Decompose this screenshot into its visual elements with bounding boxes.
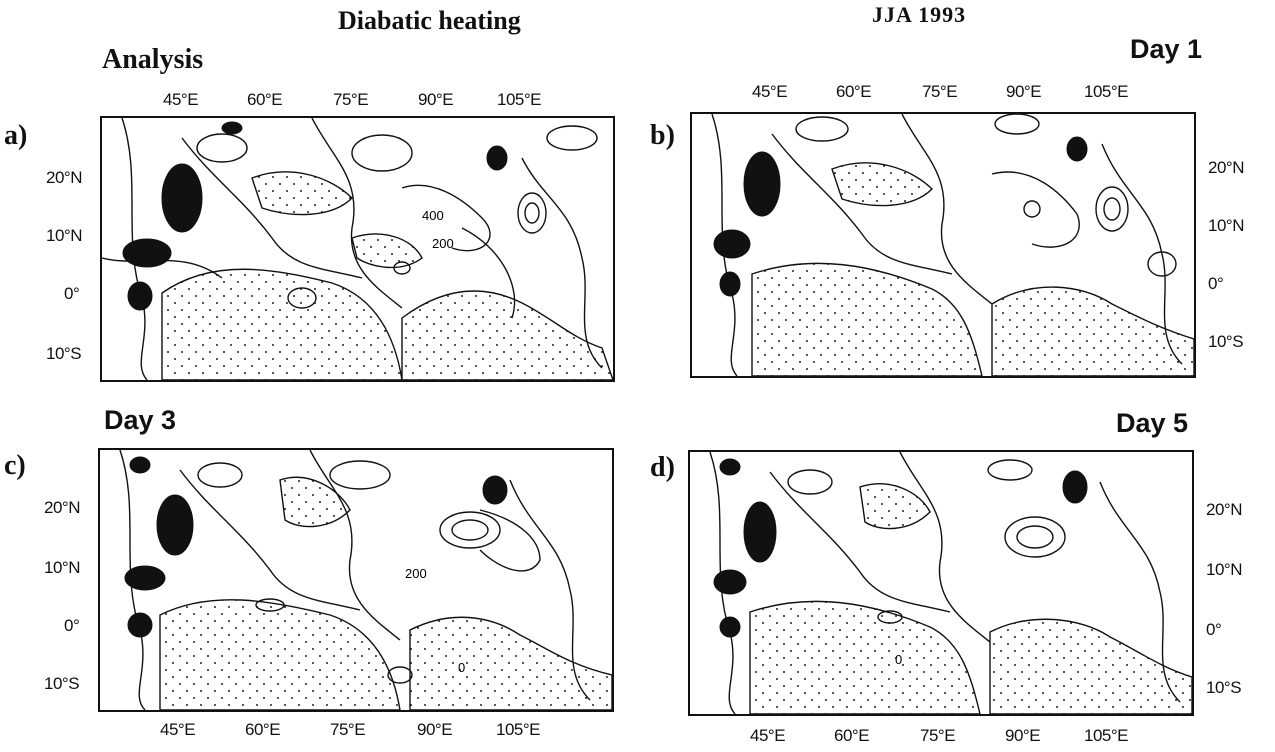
lon-tick: 75°E	[330, 720, 366, 739]
lat-tick: 0°	[1208, 274, 1224, 293]
lon-tick: 90°E	[1005, 726, 1041, 745]
contour-label: 400	[422, 208, 444, 223]
contour-label: 0	[895, 652, 902, 667]
convection-maxima	[713, 136, 1088, 297]
lon-tick: 90°E	[1006, 82, 1042, 101]
contour-label: 200	[405, 566, 427, 581]
lat-tick: 10°N	[1206, 560, 1242, 579]
lat-tick: 10°N	[1208, 216, 1244, 235]
lat-tick: 20°N	[44, 498, 80, 517]
lat-tick: 20°N	[1206, 500, 1242, 519]
lon-tick: 45°E	[160, 720, 196, 739]
panel-b-map	[690, 112, 1196, 378]
lon-tick: 105°E	[1084, 726, 1129, 745]
panel-b-letter: b)	[650, 120, 675, 151]
lon-tick: 75°E	[922, 82, 958, 101]
lat-tick: 20°N	[1208, 158, 1244, 177]
lat-tick: 10°S	[1208, 332, 1244, 351]
convection-maxima	[124, 456, 508, 638]
convection-maxima	[122, 121, 508, 311]
lon-tick: 75°E	[920, 726, 956, 745]
panel-b-title: Day 1	[1130, 34, 1203, 64]
contour-lines	[709, 452, 1181, 714]
panel-d-title: Day 5	[1116, 408, 1189, 438]
lon-tick: 105°E	[497, 90, 542, 109]
panel-d-map: 0	[688, 450, 1194, 716]
lon-tick: 60°E	[836, 82, 872, 101]
lon-tick: 105°E	[496, 720, 541, 739]
period-label: JJA 1993	[872, 2, 967, 27]
lat-tick: 10°N	[44, 558, 80, 577]
panel-a-title: Analysis	[102, 44, 204, 75]
lat-tick: 10°N	[46, 226, 82, 245]
contour-lines	[711, 114, 1183, 376]
negative-region-stipple	[751, 162, 1194, 376]
panel-a-map: 400 200	[100, 116, 615, 382]
panel-c-title: Day 3	[104, 405, 177, 435]
negative-region-stipple	[749, 483, 1192, 714]
lat-tick: 10°S	[44, 674, 80, 693]
lon-tick: 45°E	[750, 726, 786, 745]
lat-tick: 0°	[1206, 620, 1222, 639]
lon-tick: 60°E	[247, 90, 283, 109]
lat-tick: 10°S	[46, 344, 82, 363]
negative-region-stipple	[159, 476, 612, 710]
panel-d-letter: d)	[650, 452, 675, 483]
lat-tick: 0°	[64, 616, 80, 635]
lon-tick: 45°E	[163, 90, 199, 109]
lon-tick: 60°E	[245, 720, 281, 739]
lon-tick: 75°E	[333, 90, 369, 109]
convection-maxima	[713, 458, 1088, 638]
lon-tick: 105°E	[1084, 82, 1129, 101]
panel-c-map: 200 0	[98, 448, 614, 712]
lon-tick: 45°E	[752, 82, 788, 101]
contour-label: 0	[458, 660, 465, 675]
panel-a-letter: a)	[4, 120, 28, 151]
lon-tick: 90°E	[418, 90, 454, 109]
lon-tick: 60°E	[834, 726, 870, 745]
lat-tick: 20°N	[46, 168, 82, 187]
contour-label: 200	[432, 236, 454, 251]
lat-tick: 10°S	[1206, 678, 1242, 697]
lon-tick: 90°E	[417, 720, 453, 739]
figure-title: Diabatic heating	[338, 6, 521, 35]
negative-region-stipple	[161, 171, 613, 380]
lat-tick: 0°	[64, 284, 80, 303]
panel-c-letter: c)	[4, 450, 26, 481]
contour-lines	[102, 118, 603, 380]
